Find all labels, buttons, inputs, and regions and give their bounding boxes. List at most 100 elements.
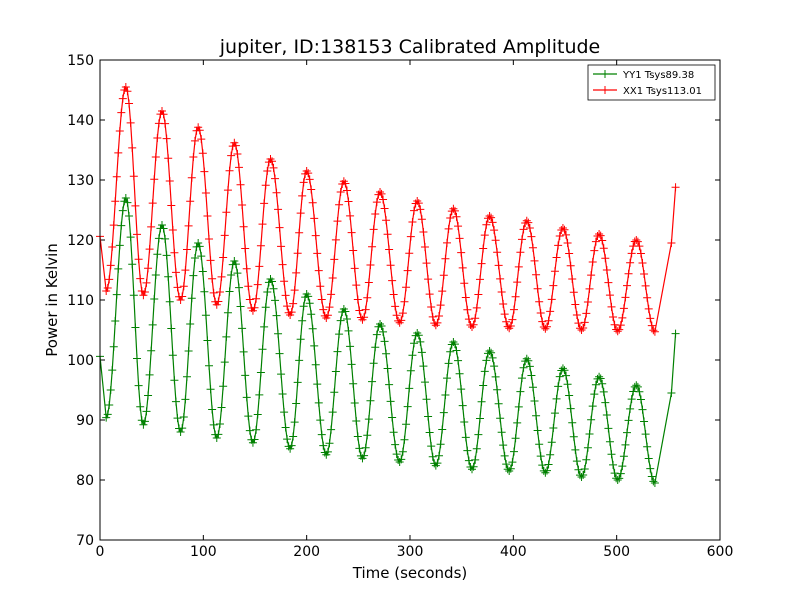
data-point — [379, 327, 388, 336]
data-point — [187, 173, 196, 182]
data-point — [560, 366, 569, 375]
data-point — [646, 314, 655, 323]
data-point — [179, 412, 188, 421]
data-point — [106, 385, 115, 394]
data-point — [283, 302, 292, 311]
data-point — [190, 254, 199, 263]
data-point — [563, 380, 572, 389]
data-point — [200, 167, 209, 176]
data-point — [170, 248, 179, 257]
data-point — [494, 261, 503, 270]
data-point — [360, 451, 369, 460]
data-point — [582, 309, 591, 318]
data-point — [416, 205, 425, 214]
data-point — [325, 439, 334, 448]
data-point — [151, 153, 160, 162]
data-point — [428, 312, 437, 321]
data-point — [244, 412, 253, 421]
data-point — [323, 447, 332, 456]
data-point — [397, 455, 406, 464]
data-point — [649, 477, 658, 486]
data-point — [281, 423, 290, 432]
data-point — [508, 315, 517, 324]
data-point — [605, 291, 614, 300]
data-point — [253, 410, 262, 419]
data-point — [569, 432, 578, 441]
data-point — [145, 370, 154, 379]
data-point — [236, 302, 245, 311]
data-point — [225, 287, 234, 296]
data-point — [255, 262, 264, 271]
data-point — [140, 288, 149, 297]
data-point — [408, 218, 417, 227]
data-point — [197, 135, 206, 144]
data-point — [252, 425, 261, 434]
data-point — [577, 473, 586, 481]
data-point — [173, 414, 182, 423]
data-point — [585, 430, 594, 439]
data-point — [194, 239, 203, 247]
data-point — [184, 221, 193, 230]
data-point — [403, 402, 412, 411]
data-point — [208, 274, 217, 283]
series-markers — [96, 194, 680, 487]
data-point — [524, 218, 533, 227]
data-point — [182, 245, 191, 254]
data-point — [546, 307, 555, 316]
data-point — [197, 252, 206, 261]
data-point — [250, 435, 259, 444]
data-point — [151, 270, 160, 279]
data-point — [153, 250, 162, 259]
data-point — [190, 136, 199, 145]
data-point — [493, 248, 502, 257]
data-point — [450, 206, 459, 215]
data-point — [388, 413, 397, 422]
data-point — [382, 349, 391, 358]
data-point — [182, 372, 191, 381]
data-point — [142, 278, 151, 287]
data-point — [167, 324, 176, 333]
data-point — [439, 271, 448, 280]
data-point — [187, 294, 196, 303]
data-point — [369, 225, 378, 234]
y-tick-label: 90 — [76, 413, 94, 429]
data-point — [313, 249, 322, 258]
data-point — [525, 224, 534, 233]
data-point — [153, 133, 162, 142]
data-point — [480, 231, 489, 240]
data-point — [220, 231, 229, 240]
data-point — [314, 398, 323, 407]
data-point — [554, 241, 563, 250]
data-point — [200, 287, 209, 296]
data-point — [536, 308, 545, 317]
data-point — [233, 150, 242, 159]
data-point — [609, 460, 618, 469]
data-point — [159, 110, 168, 119]
data-point — [636, 249, 645, 258]
data-point — [126, 233, 135, 242]
data-point — [643, 442, 652, 451]
data-point — [372, 198, 381, 207]
data-point — [293, 249, 302, 258]
data-point — [353, 432, 362, 441]
y-tick-label: 120 — [67, 233, 94, 249]
data-point — [189, 271, 198, 280]
data-point — [479, 381, 488, 390]
data-point — [217, 272, 226, 281]
data-point — [108, 242, 117, 251]
data-point — [261, 303, 270, 312]
data-point — [590, 246, 599, 255]
data-point — [317, 430, 326, 439]
data-point — [308, 324, 317, 333]
data-point — [541, 324, 550, 333]
data-point — [261, 181, 270, 190]
data-point — [269, 284, 278, 293]
data-point — [416, 337, 425, 346]
data-point — [555, 232, 564, 241]
y-tick-label: 110 — [67, 293, 94, 309]
data-point — [181, 395, 190, 404]
data-point — [386, 397, 395, 406]
data-point — [164, 272, 173, 281]
data-point — [599, 244, 608, 253]
